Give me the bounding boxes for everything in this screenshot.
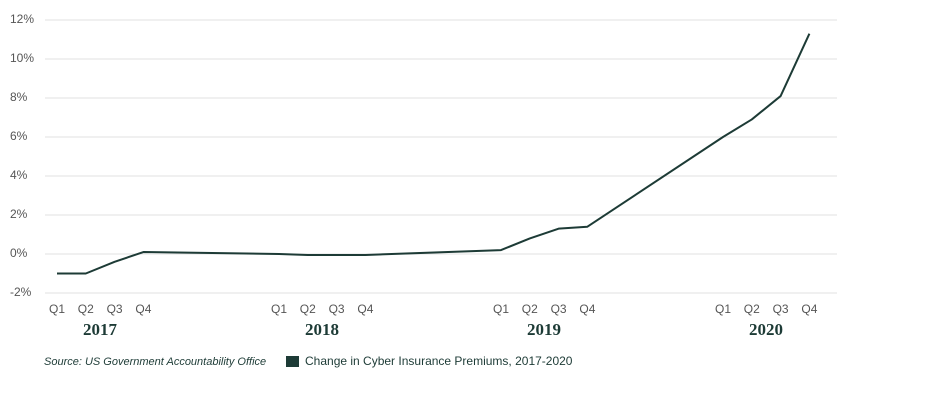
y-tick-label: 4% [10,168,28,182]
source: Source: US Government Accountability Off… [44,356,266,368]
x-tick-label: Q4 [357,302,373,316]
x-tick-label: Q2 [744,302,760,316]
x-tick-label: Q2 [522,302,538,316]
x-tick-label: Q2 [78,302,94,316]
y-tick-label: 8% [10,90,28,104]
x-tick-label: Q3 [773,302,789,316]
year-label: 2018 [305,320,339,339]
line [57,33,811,275]
x-tick-label: Q3 [329,302,345,316]
x-tick-label: Q3 [107,302,123,316]
y-tick-label: 12% [10,12,34,26]
y-tick-label: 2% [10,207,28,221]
x-tick-label: Q3 [551,302,567,316]
x-tick-label: Q1 [715,302,731,316]
year-label: 2017 [83,320,118,339]
y-tick-label: 6% [10,129,28,143]
y-tick-label: 10% [10,51,34,65]
x-tick-label: Q1 [49,302,65,316]
legend-label: Change in Cyber Insurance Premiums, 2017… [305,354,573,368]
legend-swatch [286,356,299,367]
x-tick-label: Q1 [271,302,287,316]
year-label: 2020 [749,320,783,339]
x-tick-label: Q4 [801,302,817,316]
year-label: 2019 [527,320,561,339]
y-tick-label: -2% [10,285,32,299]
x-tick-label: Q4 [135,302,151,316]
x-tick-label: Q4 [579,302,595,316]
x-tick-label: Q2 [300,302,316,316]
x-tick-label: Q1 [493,302,509,316]
y-tick-label: 0% [10,246,28,260]
